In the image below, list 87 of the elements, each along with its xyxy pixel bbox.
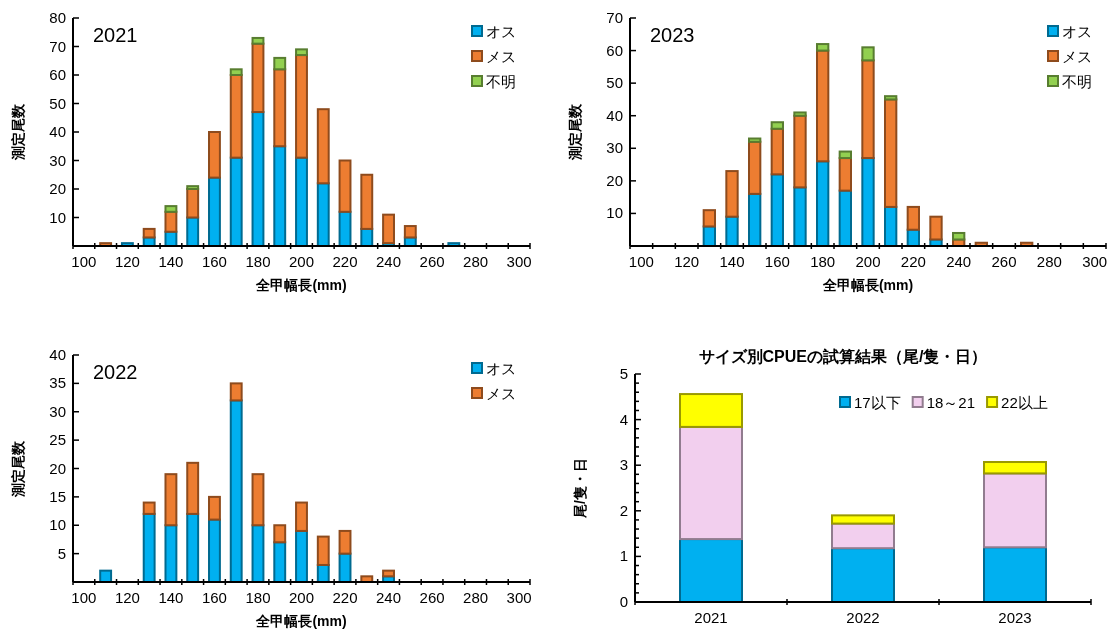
- x-tick-label: 140: [719, 253, 745, 270]
- x-tick-label: 260: [991, 253, 1017, 270]
- y-tick-label: 70: [49, 37, 66, 55]
- x-tick-label: 2021: [694, 609, 728, 626]
- y-tick-label: 70: [606, 9, 623, 26]
- y-axis-title: 尾/隻・日: [572, 458, 588, 519]
- legend-label: メス: [1062, 48, 1092, 65]
- x-tick-label: 200: [288, 253, 315, 270]
- y-tick-label: 0: [619, 593, 628, 610]
- legend-label: 不明: [486, 73, 516, 90]
- x-tick-label: 200: [855, 253, 881, 270]
- legend-label: オス: [1062, 23, 1092, 40]
- x-axis-title: 全甲幅長(mm): [821, 277, 914, 293]
- y-tick-label: 5: [57, 544, 66, 562]
- y-axis-title: 測定尾数: [567, 103, 583, 161]
- annotation: 2021: [93, 24, 138, 46]
- x-tick-label: 160: [764, 253, 790, 270]
- x-tick-label: 120: [674, 253, 700, 270]
- y-tick-label: 20: [606, 171, 623, 189]
- y-tick-label: 1: [619, 547, 628, 565]
- x-tick-label: 220: [332, 253, 358, 270]
- x-tick-label: 280: [463, 589, 489, 606]
- y-tick-label: 40: [606, 106, 623, 124]
- y-tick-label: 10: [49, 516, 66, 534]
- x-tick-label: 120: [114, 589, 140, 606]
- x-axis-title: 全甲幅長(mm): [255, 277, 347, 293]
- x-tick-label: 100: [628, 253, 654, 270]
- y-tick-label: 10: [606, 204, 623, 222]
- x-tick-label: 2022: [846, 609, 880, 626]
- legend-label: オス: [486, 23, 516, 40]
- y-tick-label: 5: [619, 365, 628, 382]
- x-tick-label: 220: [332, 589, 358, 606]
- y-tick-label: 2: [619, 501, 628, 519]
- y-tick-label: 80: [49, 9, 66, 26]
- y-tick-label: 60: [49, 66, 66, 83]
- x-tick-label: 300: [506, 589, 532, 606]
- x-tick-label: 300: [1082, 253, 1108, 270]
- y-tick-label: 20: [49, 459, 66, 477]
- annotation: 2023: [650, 24, 695, 46]
- x-tick-label: 160: [201, 253, 227, 270]
- x-tick-label: 280: [1036, 253, 1062, 270]
- y-tick-label: 4: [619, 410, 628, 428]
- y-tick-label: 25: [49, 431, 66, 449]
- x-tick-label: 280: [463, 253, 489, 270]
- x-tick-label: 240: [376, 589, 402, 606]
- legend-label: メス: [486, 385, 516, 402]
- y-tick-label: 30: [49, 151, 66, 169]
- y-axis-title: 測定尾数: [10, 439, 26, 498]
- annotation: 2022: [93, 361, 138, 383]
- x-tick-label: 200: [288, 589, 315, 606]
- x-tick-label: 180: [245, 253, 271, 270]
- x-tick-label: 260: [419, 589, 445, 606]
- x-tick-label: 300: [506, 253, 532, 270]
- y-tick-label: 50: [606, 74, 623, 92]
- x-tick-label: 100: [71, 253, 97, 270]
- y-tick-label: 60: [606, 41, 623, 59]
- y-tick-label: 20: [49, 180, 66, 197]
- legend-label: 不明: [1062, 73, 1092, 90]
- y-tick-label: 3: [619, 456, 628, 474]
- x-tick-label: 260: [419, 253, 445, 270]
- legend-label: 18～21: [926, 394, 976, 411]
- y-tick-label: 30: [49, 402, 66, 420]
- chart-title: サイズ別CPUEの試算結果（尾/隻・日）: [698, 348, 988, 366]
- y-tick-label: 35: [49, 374, 66, 392]
- x-tick-label: 240: [376, 253, 402, 270]
- y-tick-label: 50: [49, 94, 66, 112]
- legend-label: 22以上: [1001, 394, 1048, 411]
- x-tick-label: 160: [201, 589, 227, 606]
- y-tick-label: 30: [606, 139, 623, 157]
- x-tick-label: 140: [158, 589, 184, 606]
- y-tick-label: 15: [49, 487, 66, 505]
- x-tick-label: 100: [71, 589, 97, 606]
- legend-label: オス: [486, 360, 516, 377]
- x-tick-label: 140: [158, 253, 184, 270]
- x-tick-label: 220: [900, 253, 926, 270]
- x-tick-label: 240: [946, 253, 972, 270]
- x-tick-label: 120: [114, 253, 140, 270]
- x-axis-title: 全甲幅長(mm): [255, 613, 347, 629]
- y-axis-title: 測定尾数: [10, 103, 26, 161]
- y-tick-label: 40: [49, 346, 66, 363]
- x-tick-label: 180: [245, 589, 271, 606]
- legend-label: 17以下: [854, 394, 901, 411]
- x-tick-label: 180: [810, 253, 836, 270]
- x-tick-label: 2023: [998, 609, 1032, 626]
- y-tick-label: 10: [49, 208, 66, 226]
- y-tick-label: 40: [49, 123, 66, 140]
- legend-label: メス: [486, 48, 516, 65]
